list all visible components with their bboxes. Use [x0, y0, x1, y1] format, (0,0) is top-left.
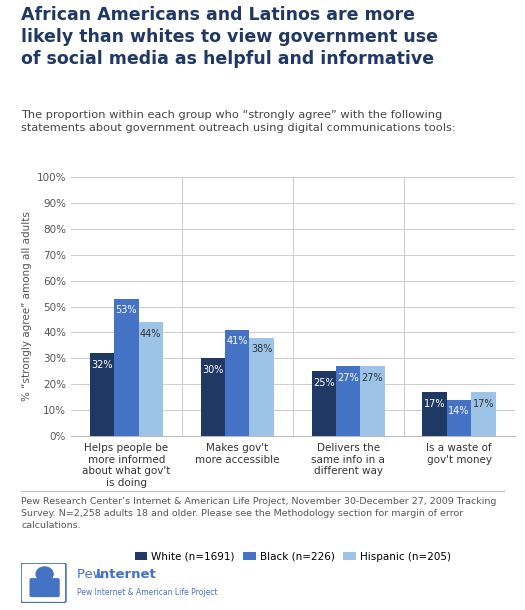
Text: Pew: Pew — [77, 568, 108, 581]
Bar — [201, 359, 225, 436]
Bar — [225, 330, 249, 436]
Text: Internet: Internet — [96, 568, 156, 581]
Bar — [471, 392, 496, 436]
Bar — [336, 366, 360, 436]
Text: Pew Internet & American Life Project: Pew Internet & American Life Project — [77, 588, 217, 597]
Text: 41%: 41% — [227, 336, 248, 346]
Bar — [423, 392, 447, 436]
Text: 38%: 38% — [251, 344, 272, 354]
Text: African Americans and Latinos are more
likely than whites to view government use: African Americans and Latinos are more l… — [21, 6, 438, 68]
Bar — [447, 400, 471, 436]
Bar — [249, 338, 274, 436]
Bar — [90, 353, 114, 436]
FancyBboxPatch shape — [29, 578, 60, 597]
Bar — [114, 299, 139, 436]
Text: 32%: 32% — [91, 360, 113, 370]
Text: The proportion within each group who “strongly agree” with the following
stateme: The proportion within each group who “st… — [21, 110, 456, 133]
Text: 17%: 17% — [472, 398, 494, 409]
Text: 30%: 30% — [202, 365, 224, 375]
Y-axis label: % “strongly agree” among all adults: % “strongly agree” among all adults — [23, 212, 33, 401]
Text: Pew Research Center’s Internet & American Life Project, November 30-December 27,: Pew Research Center’s Internet & America… — [21, 497, 496, 529]
Bar — [360, 366, 385, 436]
Circle shape — [36, 567, 53, 581]
Text: 14%: 14% — [448, 406, 470, 417]
Legend: White (n=1691), Black (n=226), Hispanic (n=205): White (n=1691), Black (n=226), Hispanic … — [131, 547, 455, 565]
Text: 53%: 53% — [116, 305, 137, 315]
Text: 27%: 27% — [362, 373, 383, 382]
Text: 17%: 17% — [424, 398, 445, 409]
Bar — [139, 322, 163, 436]
Text: 44%: 44% — [140, 329, 161, 339]
Text: 25%: 25% — [313, 378, 334, 388]
Bar — [311, 371, 336, 436]
Text: 27%: 27% — [338, 373, 359, 382]
